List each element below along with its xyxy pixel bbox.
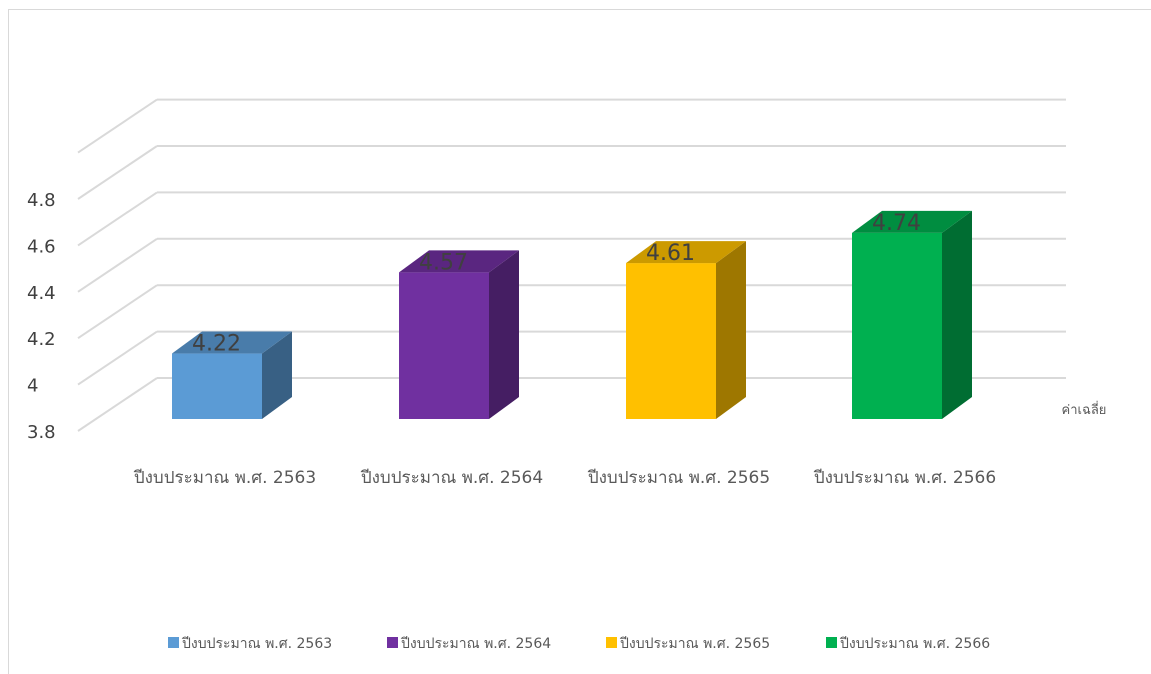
- chart-frame: [8, 9, 1151, 674]
- gridline-diagonal: [77, 98, 158, 154]
- bar-front: [172, 353, 262, 419]
- data-label: 4.61: [646, 241, 695, 266]
- bar-side: [942, 210, 972, 419]
- gridline-diagonal: [77, 284, 158, 340]
- bar-top: [399, 250, 519, 273]
- data-label: 4.74: [872, 211, 921, 236]
- y-tick-label: 4.8: [27, 190, 56, 211]
- bar-side: [489, 250, 519, 419]
- bar-side: [716, 241, 746, 419]
- bar-top: [626, 241, 746, 264]
- category-label: ปีงบประมาณ พ.ศ. 2564: [360, 468, 543, 488]
- legend-label: ปีงบประมาณ พ.ศ. 2566: [840, 636, 991, 652]
- legend-swatch: [826, 637, 837, 648]
- bar-top: [852, 210, 972, 233]
- bar-front: [399, 272, 489, 419]
- category-label: ปีงบประมาณ พ.ศ. 2565: [587, 468, 770, 488]
- data-label: 4.22: [192, 332, 241, 357]
- depth-axis-label: ค่าเฉลี่ย: [1062, 401, 1107, 418]
- y-tick-label: 4.2: [27, 329, 56, 350]
- y-tick-label: 4.6: [27, 236, 56, 257]
- gridline-diagonal: [77, 377, 158, 432]
- gridline-diagonal: [77, 330, 158, 386]
- legend-swatch: [387, 637, 398, 648]
- category-label: ปีงบประมาณ พ.ศ. 2563: [133, 468, 316, 488]
- bar-side: [262, 331, 292, 419]
- bar-front: [626, 263, 716, 419]
- y-tick-label: 3.8: [27, 422, 56, 443]
- gridline-diagonal: [77, 191, 158, 247]
- gridline-diagonal: [77, 237, 158, 293]
- gridline-diagonal: [77, 145, 158, 200]
- legend-swatch: [606, 637, 617, 648]
- legend-label: ปีงบประมาณ พ.ศ. 2563: [182, 636, 333, 652]
- legend-swatch: [168, 637, 179, 648]
- y-tick-label: 4.4: [27, 283, 56, 304]
- data-label: 4.57: [419, 250, 468, 275]
- legend-label: ปีงบประมาณ พ.ศ. 2565: [620, 636, 771, 652]
- bar-top: [172, 331, 292, 354]
- bar-front: [852, 232, 942, 419]
- legend-label: ปีงบประมาณ พ.ศ. 2564: [401, 636, 552, 652]
- category-label: ปีงบประมาณ พ.ศ. 2566: [813, 468, 996, 488]
- y-tick-label: 4: [27, 376, 38, 397]
